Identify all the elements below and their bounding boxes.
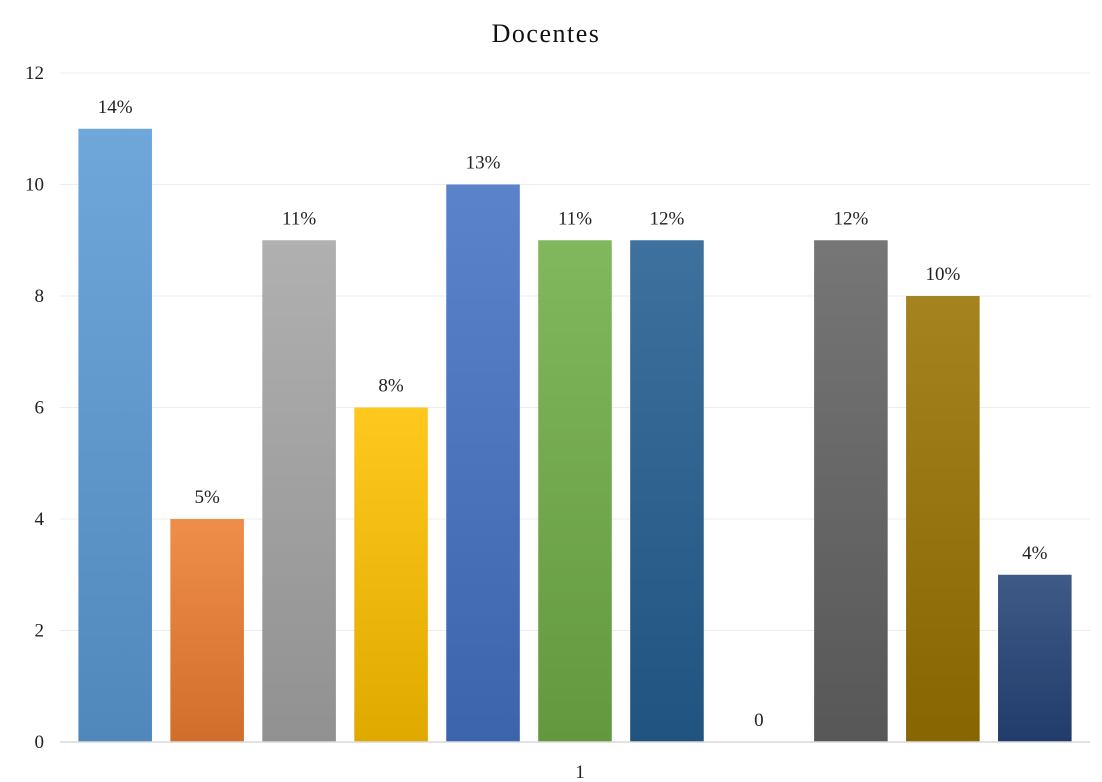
- y-tick-label: 4: [35, 509, 45, 530]
- bar: [170, 519, 244, 742]
- chart-title: Docentes: [492, 19, 601, 48]
- bar: [78, 128, 152, 742]
- bars-group: [78, 128, 1072, 742]
- data-label: 0: [754, 710, 764, 731]
- bar: [354, 407, 428, 742]
- data-label: 11%: [558, 208, 592, 229]
- data-label: 13%: [466, 153, 501, 174]
- bar: [538, 240, 612, 742]
- y-axis-ticks: 0 2 4 6 8 10 12: [25, 63, 45, 753]
- y-tick-label: 10: [25, 175, 44, 196]
- bar: [446, 184, 520, 742]
- data-labels-group: 14% 5% 11% 8% 13% 11% 12% 0 12% 10% 4%: [98, 97, 1048, 731]
- x-axis-ticks: 1: [575, 762, 585, 782]
- y-tick-label: 8: [35, 286, 45, 307]
- x-tick-label: 1: [575, 762, 585, 782]
- bar: [630, 240, 704, 742]
- y-tick-label: 2: [35, 621, 45, 642]
- data-label: 10%: [925, 264, 960, 285]
- bar: [906, 296, 980, 742]
- data-label: 5%: [194, 487, 220, 508]
- y-tick-label: 12: [25, 63, 44, 84]
- y-tick-label: 6: [35, 398, 45, 419]
- bar: [814, 240, 888, 742]
- data-label: 11%: [282, 208, 316, 229]
- bar: [998, 574, 1072, 742]
- data-label: 8%: [378, 376, 404, 397]
- data-label: 12%: [650, 208, 685, 229]
- data-label: 14%: [98, 97, 133, 118]
- data-label: 4%: [1022, 543, 1048, 564]
- bar: [262, 240, 336, 742]
- y-tick-label: 0: [35, 732, 45, 753]
- data-label: 12%: [833, 208, 868, 229]
